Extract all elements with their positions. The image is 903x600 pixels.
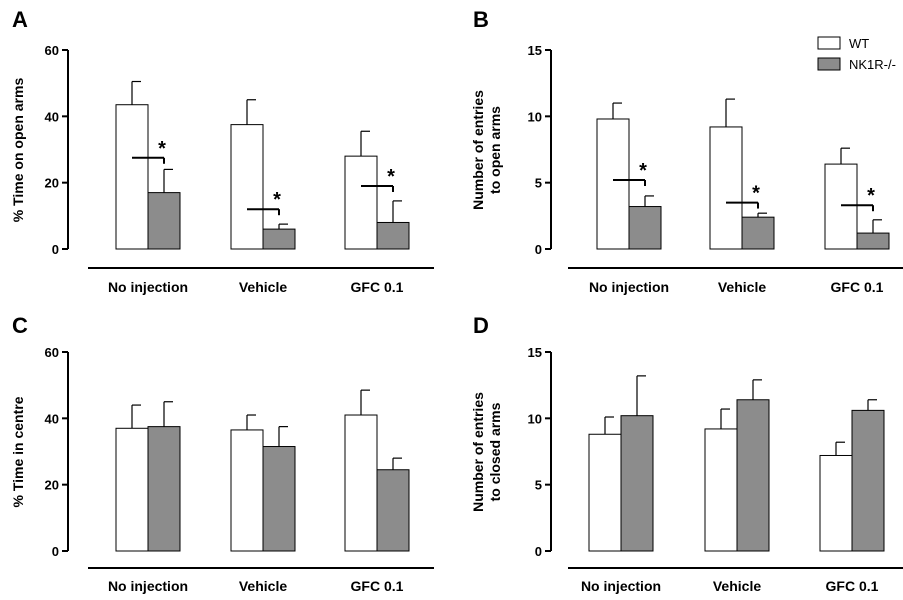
y-axis-label: % Time on open arms bbox=[10, 78, 26, 223]
bar-nk1r bbox=[628, 206, 662, 250]
panel-a: A 0 20 40 60 % Time on open arms No injection V… bbox=[10, 7, 434, 295]
legend-label-wt: WT bbox=[849, 36, 869, 51]
y-tick-label: 0 bbox=[535, 544, 542, 559]
panel-d: D 0 5 10 15 Number of entriesto closed arms No… bbox=[470, 313, 903, 594]
bar-wt bbox=[344, 414, 378, 552]
significance-star: * bbox=[273, 189, 281, 211]
y-tick-label: 15 bbox=[528, 43, 542, 58]
y-axis-label: % Time in centre bbox=[10, 396, 26, 507]
panel-letter: B bbox=[473, 7, 489, 32]
y-tick-label: 60 bbox=[45, 345, 59, 360]
y-tick-label: 10 bbox=[528, 109, 542, 124]
y-tick-label: 0 bbox=[52, 544, 59, 559]
panel-letter: A bbox=[12, 7, 28, 32]
significance-star: * bbox=[639, 160, 647, 182]
legend-swatch-wt bbox=[817, 36, 841, 50]
y-tick-label: 40 bbox=[45, 109, 59, 124]
y-axis-label-line: to open arms bbox=[487, 106, 503, 194]
y-tick-label: 40 bbox=[45, 411, 59, 426]
panel-letter: D bbox=[473, 313, 489, 338]
y-axis-label-line: % Time in centre bbox=[10, 396, 26, 507]
x-tick-label: Vehicle bbox=[239, 578, 287, 594]
bar-nk1r bbox=[856, 232, 890, 250]
y-tick-label: 5 bbox=[535, 478, 542, 493]
bar-nk1r bbox=[736, 399, 770, 552]
y-axis-label-line: to closed arms bbox=[487, 402, 503, 501]
x-tick-label: No injection bbox=[108, 279, 188, 295]
bar-nk1r bbox=[620, 415, 654, 552]
panel-letter: C bbox=[12, 313, 28, 338]
bar-wt bbox=[230, 429, 264, 552]
y-tick-label: 20 bbox=[45, 478, 59, 493]
panel-c: C 0 20 40 60 % Time in centre No injection Vehi… bbox=[10, 313, 434, 594]
bar-wt bbox=[588, 433, 622, 552]
x-tick-label: Vehicle bbox=[713, 578, 761, 594]
bar-nk1r bbox=[376, 221, 410, 250]
y-axis-label-line: Number of entries bbox=[470, 392, 486, 512]
y-axis-label: Number of entriesto closed arms bbox=[470, 392, 503, 512]
bar-wt bbox=[230, 124, 264, 250]
significance-star: * bbox=[387, 166, 395, 188]
x-tick-label: GFC 0.1 bbox=[351, 578, 404, 594]
bar-nk1r bbox=[147, 426, 181, 552]
bar-nk1r bbox=[262, 228, 296, 250]
bar-wt bbox=[115, 427, 149, 552]
bar-nk1r bbox=[147, 192, 181, 250]
bar-nk1r bbox=[262, 446, 296, 552]
legend: WT NK1R-/- bbox=[817, 36, 896, 72]
y-tick-label: 60 bbox=[45, 43, 59, 58]
x-tick-label: Vehicle bbox=[239, 279, 287, 295]
x-tick-label: GFC 0.1 bbox=[351, 279, 404, 295]
bar-wt bbox=[596, 118, 630, 250]
y-tick-label: 0 bbox=[52, 242, 59, 257]
y-tick-label: 20 bbox=[45, 176, 59, 191]
significance-star: * bbox=[867, 185, 875, 207]
bar-nk1r bbox=[741, 216, 775, 250]
x-tick-label: Vehicle bbox=[718, 279, 766, 295]
y-tick-label: 5 bbox=[535, 176, 542, 191]
x-tick-label: GFC 0.1 bbox=[831, 279, 884, 295]
bar-wt bbox=[115, 104, 149, 250]
bar-wt bbox=[819, 454, 853, 552]
panel-b: B 0 5 10 15 Number of entriesto open arms No i… bbox=[470, 7, 903, 295]
bar-wt bbox=[709, 126, 743, 250]
x-tick-label: No injection bbox=[581, 578, 661, 594]
bar-wt bbox=[704, 428, 738, 552]
bar-nk1r bbox=[851, 409, 885, 552]
y-axis-label: Number of entriesto open arms bbox=[470, 90, 503, 210]
bar-wt bbox=[824, 163, 858, 250]
x-tick-label: GFC 0.1 bbox=[826, 578, 879, 594]
x-tick-label: No injection bbox=[589, 279, 669, 295]
y-tick-label: 0 bbox=[535, 242, 542, 257]
legend-label-nk1r: NK1R-/- bbox=[849, 57, 896, 72]
y-tick-label: 10 bbox=[528, 411, 542, 426]
y-tick-label: 15 bbox=[528, 345, 542, 360]
y-axis-label-line: Number of entries bbox=[470, 90, 486, 210]
legend-swatch-nk1r bbox=[817, 57, 841, 71]
x-tick-label: No injection bbox=[108, 578, 188, 594]
bar-nk1r bbox=[376, 469, 410, 552]
significance-star: * bbox=[752, 183, 760, 205]
y-axis-label-line: % Time on open arms bbox=[10, 78, 26, 223]
bar-wt bbox=[344, 155, 378, 250]
significance-star: * bbox=[158, 138, 166, 160]
